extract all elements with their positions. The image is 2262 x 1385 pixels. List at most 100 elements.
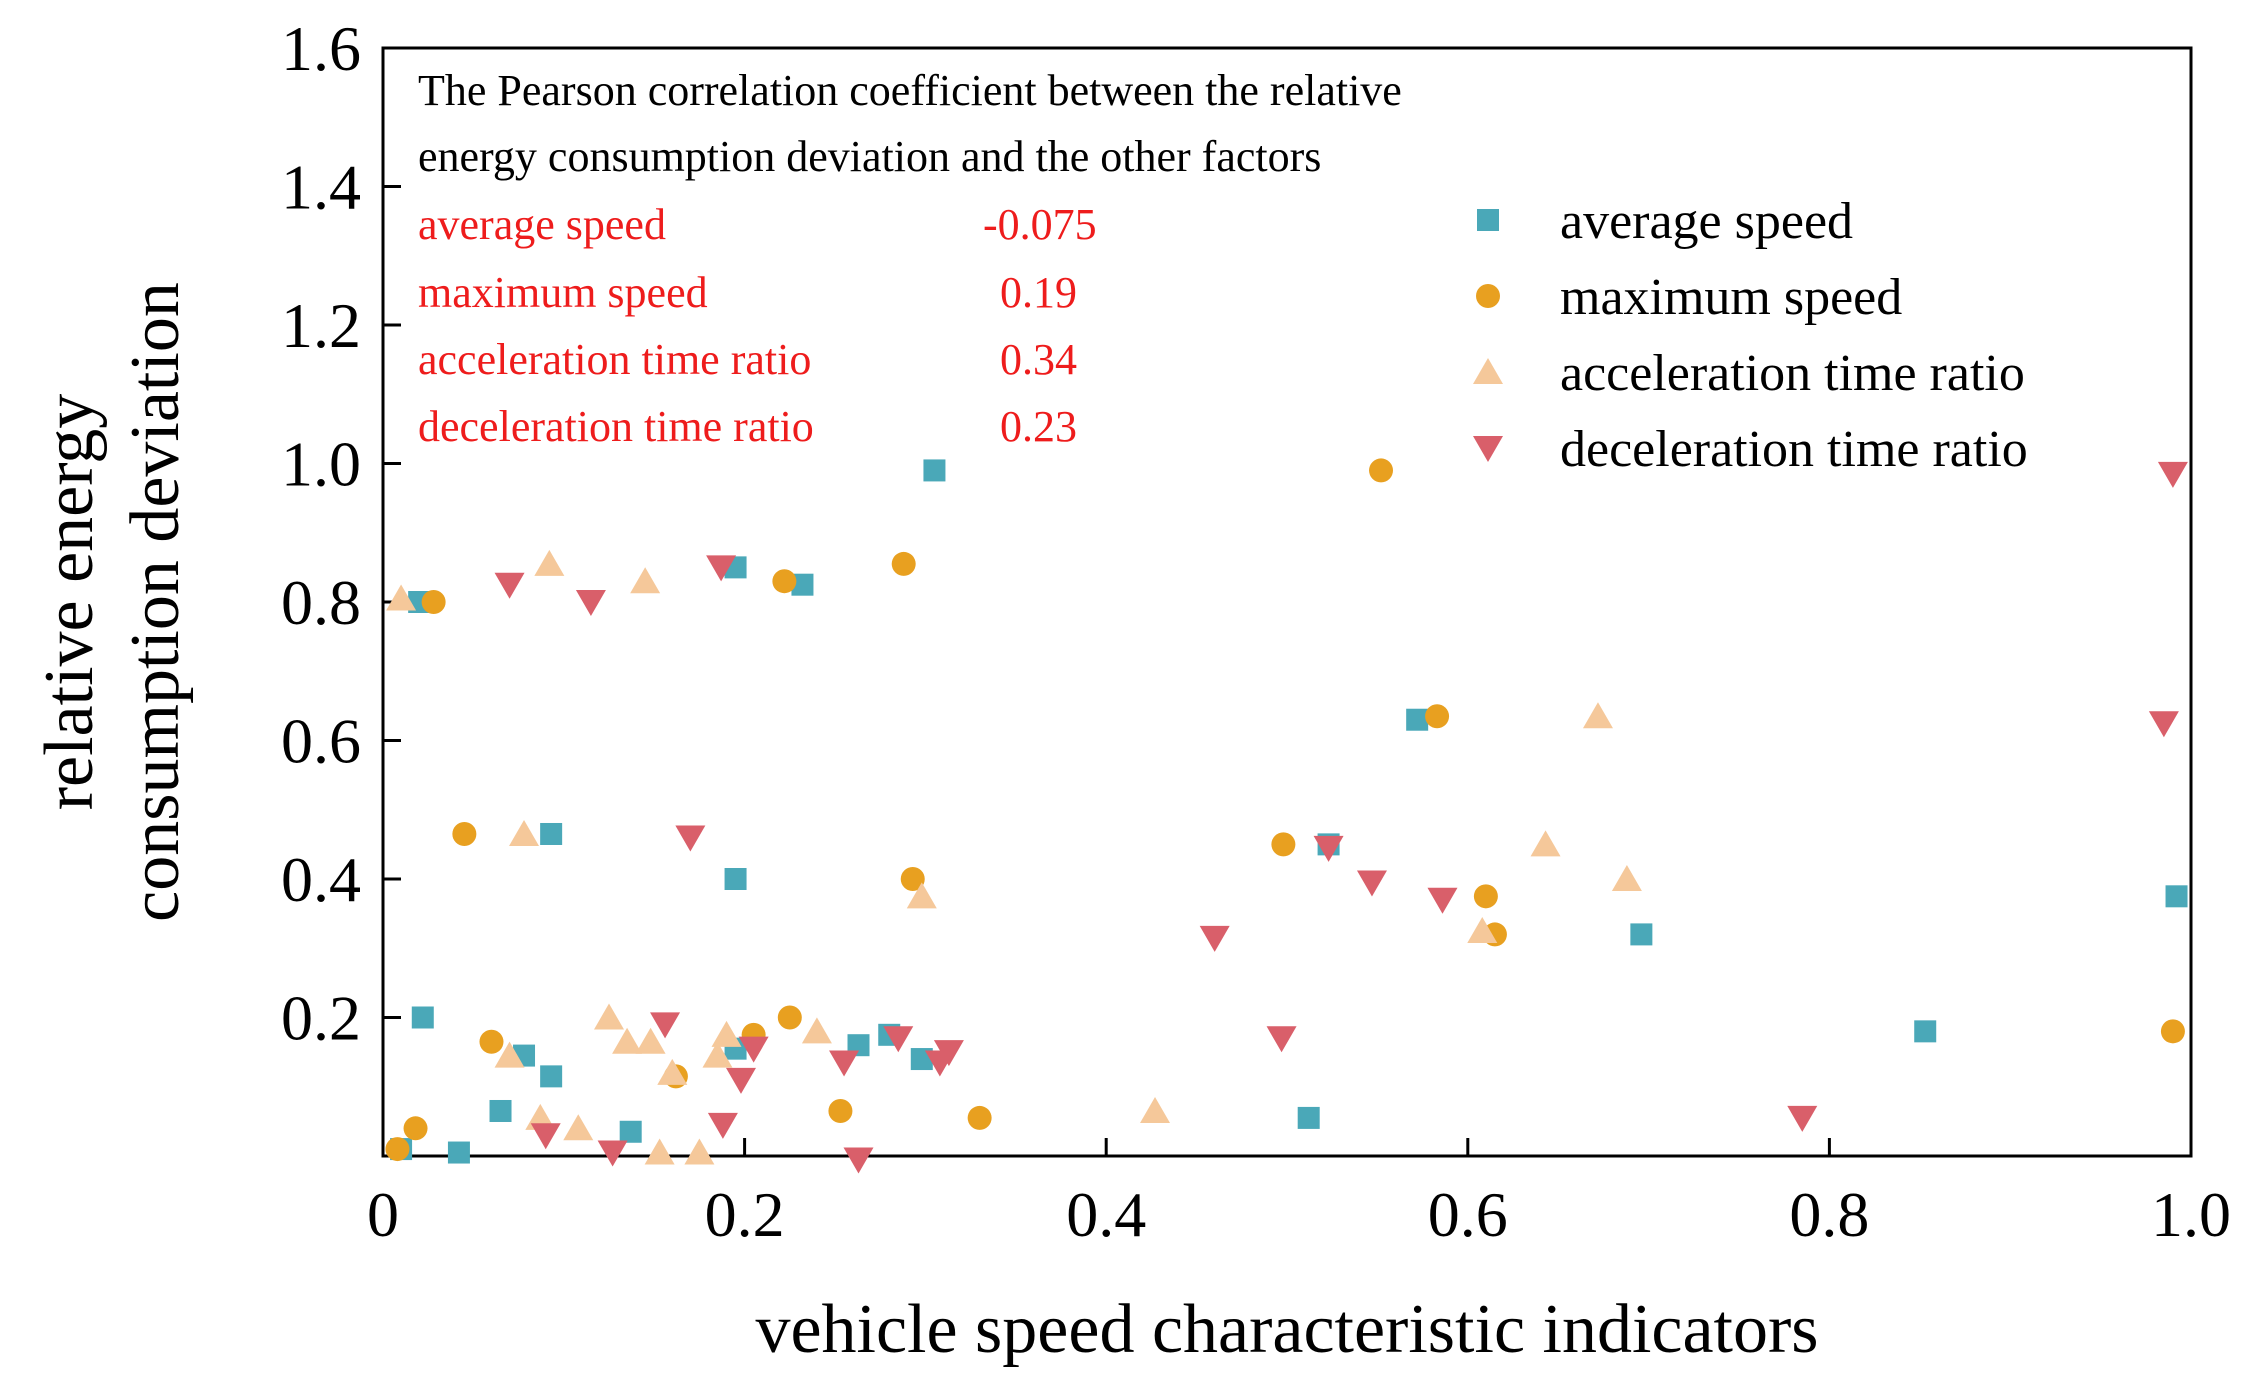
point-average-speed bbox=[540, 822, 563, 845]
point-maximum-speed bbox=[891, 551, 916, 576]
corr-label-maximum-speed: maximum speed bbox=[418, 268, 708, 317]
point-acceleration-time-ratio bbox=[801, 1017, 832, 1044]
x-tick-label: 0.2 bbox=[705, 1179, 785, 1250]
point-acceleration-time-ratio bbox=[657, 1058, 688, 1085]
point-deceleration-time-ratio bbox=[1266, 1026, 1297, 1053]
point-acceleration-time-ratio bbox=[1582, 702, 1613, 729]
point-acceleration-time-ratio bbox=[630, 567, 661, 594]
point-deceleration-time-ratio bbox=[1427, 887, 1458, 914]
y-tick-label: 0.4 bbox=[281, 844, 361, 915]
annotation-title-line-2: energy consumption deviation and the oth… bbox=[418, 132, 1321, 181]
point-deceleration-time-ratio bbox=[2148, 711, 2179, 738]
point-maximum-speed bbox=[900, 867, 925, 891]
x-axis-label: vehicle speed characteristic indicators bbox=[755, 1291, 1818, 1368]
y-tick-label: 1.6 bbox=[281, 13, 361, 84]
point-maximum-speed bbox=[1473, 884, 1498, 909]
point-maximum-speed bbox=[421, 590, 446, 614]
point-maximum-speed bbox=[479, 1029, 504, 1054]
corr-value-acceleration-time-ratio: 0.34 bbox=[1000, 335, 1077, 384]
point-average-speed bbox=[619, 1120, 642, 1143]
point-maximum-speed bbox=[772, 569, 797, 594]
point-maximum-speed bbox=[828, 1098, 853, 1123]
point-deceleration-time-ratio bbox=[494, 572, 525, 599]
x-tick-label: 0.8 bbox=[1789, 1179, 1869, 1250]
point-acceleration-time-ratio bbox=[635, 1027, 666, 1054]
legend-label-deceleration-time-ratio: deceleration time ratio bbox=[1560, 421, 2028, 478]
point-average-speed bbox=[1630, 923, 1653, 946]
point-average-speed bbox=[1914, 1020, 1937, 1043]
series-average-speed bbox=[390, 459, 2188, 1164]
series-acceleration-time-ratio bbox=[386, 549, 1642, 1165]
point-maximum-speed bbox=[452, 821, 477, 846]
point-acceleration-time-ratio bbox=[509, 819, 540, 846]
y-tick-label: 0.8 bbox=[281, 567, 361, 638]
point-average-speed bbox=[791, 573, 814, 596]
pearson-annotation: The Pearson correlation coefficient betw… bbox=[418, 66, 1402, 451]
point-acceleration-time-ratio bbox=[1467, 916, 1498, 943]
point-acceleration-time-ratio bbox=[563, 1114, 594, 1141]
point-acceleration-time-ratio bbox=[534, 549, 565, 576]
point-average-speed bbox=[540, 1065, 563, 1088]
point-maximum-speed bbox=[1271, 832, 1296, 857]
point-maximum-speed bbox=[1369, 458, 1394, 483]
point-maximum-speed bbox=[403, 1116, 428, 1141]
point-deceleration-time-ratio bbox=[725, 1067, 756, 1094]
point-deceleration-time-ratio bbox=[1356, 870, 1387, 897]
x-axis: 0 0.2 0.4 0.6 0.8 1.0 bbox=[367, 1138, 2231, 1250]
point-acceleration-time-ratio bbox=[644, 1138, 675, 1165]
point-deceleration-time-ratio bbox=[1787, 1105, 1818, 1132]
point-deceleration-time-ratio bbox=[843, 1147, 874, 1174]
point-average-speed bbox=[2165, 885, 2188, 908]
corr-value-deceleration-time-ratio: 0.23 bbox=[1000, 402, 1077, 451]
point-deceleration-time-ratio bbox=[2157, 461, 2188, 488]
point-acceleration-time-ratio bbox=[702, 1041, 733, 1068]
point-deceleration-time-ratio bbox=[706, 555, 737, 582]
legend-label-acceleration-time-ratio: acceleration time ratio bbox=[1560, 345, 2025, 402]
corr-value-maximum-speed: 0.19 bbox=[1000, 268, 1077, 317]
point-maximum-speed bbox=[2160, 1019, 2185, 1044]
point-acceleration-time-ratio bbox=[612, 1027, 643, 1054]
series-maximum-speed bbox=[385, 458, 2185, 1162]
point-maximum-speed bbox=[385, 1137, 410, 1162]
corr-value-average-speed: -0.075 bbox=[983, 200, 1097, 249]
point-acceleration-time-ratio bbox=[1140, 1096, 1171, 1123]
y-tick-label: 1.0 bbox=[281, 429, 361, 500]
point-acceleration-time-ratio bbox=[494, 1041, 525, 1068]
legend-marker-average-speed bbox=[1477, 209, 1499, 231]
y-axis-label: relative energy consumption deviation bbox=[31, 282, 194, 922]
x-tick-label: 0.6 bbox=[1428, 1179, 1508, 1250]
point-average-speed bbox=[489, 1099, 512, 1122]
point-deceleration-time-ratio bbox=[933, 1040, 964, 1067]
point-average-speed bbox=[724, 868, 747, 890]
point-average-speed bbox=[923, 459, 946, 482]
corr-label-deceleration-time-ratio: deceleration time ratio bbox=[418, 402, 814, 451]
legend-marker-acceleration-time-ratio bbox=[1473, 358, 1503, 384]
corr-label-acceleration-time-ratio: acceleration time ratio bbox=[418, 335, 811, 384]
point-maximum-speed bbox=[967, 1105, 992, 1130]
point-deceleration-time-ratio bbox=[575, 590, 606, 616]
y-axis-label-line-2: consumption deviation bbox=[117, 282, 194, 922]
point-deceleration-time-ratio bbox=[829, 1050, 860, 1077]
y-axis: 0.2 0.4 0.6 0.8 1.0 1.2 1.4 1.6 bbox=[281, 13, 401, 1054]
point-deceleration-time-ratio bbox=[707, 1112, 738, 1139]
point-deceleration-time-ratio bbox=[1199, 925, 1230, 952]
point-average-speed bbox=[1297, 1106, 1320, 1129]
point-acceleration-time-ratio bbox=[594, 1003, 624, 1030]
annotation-title-line-1: The Pearson correlation coefficient betw… bbox=[418, 66, 1402, 115]
y-axis-label-line-1: relative energy bbox=[31, 394, 108, 811]
point-acceleration-time-ratio bbox=[684, 1138, 715, 1165]
point-maximum-speed bbox=[777, 1005, 802, 1030]
legend: average speed maximum speed acceleration t… bbox=[1473, 193, 2028, 478]
point-deceleration-time-ratio bbox=[883, 1026, 914, 1053]
point-deceleration-time-ratio bbox=[1313, 835, 1344, 862]
point-acceleration-time-ratio bbox=[711, 1020, 742, 1047]
point-deceleration-time-ratio bbox=[738, 1036, 769, 1063]
point-deceleration-time-ratio bbox=[675, 825, 706, 852]
x-tick-label: 0.4 bbox=[1066, 1179, 1146, 1250]
series-deceleration-time-ratio bbox=[494, 461, 2188, 1174]
y-tick-label: 0.6 bbox=[281, 706, 361, 777]
data-points bbox=[385, 458, 2188, 1174]
point-acceleration-time-ratio bbox=[906, 882, 937, 909]
point-acceleration-time-ratio bbox=[1611, 865, 1642, 891]
